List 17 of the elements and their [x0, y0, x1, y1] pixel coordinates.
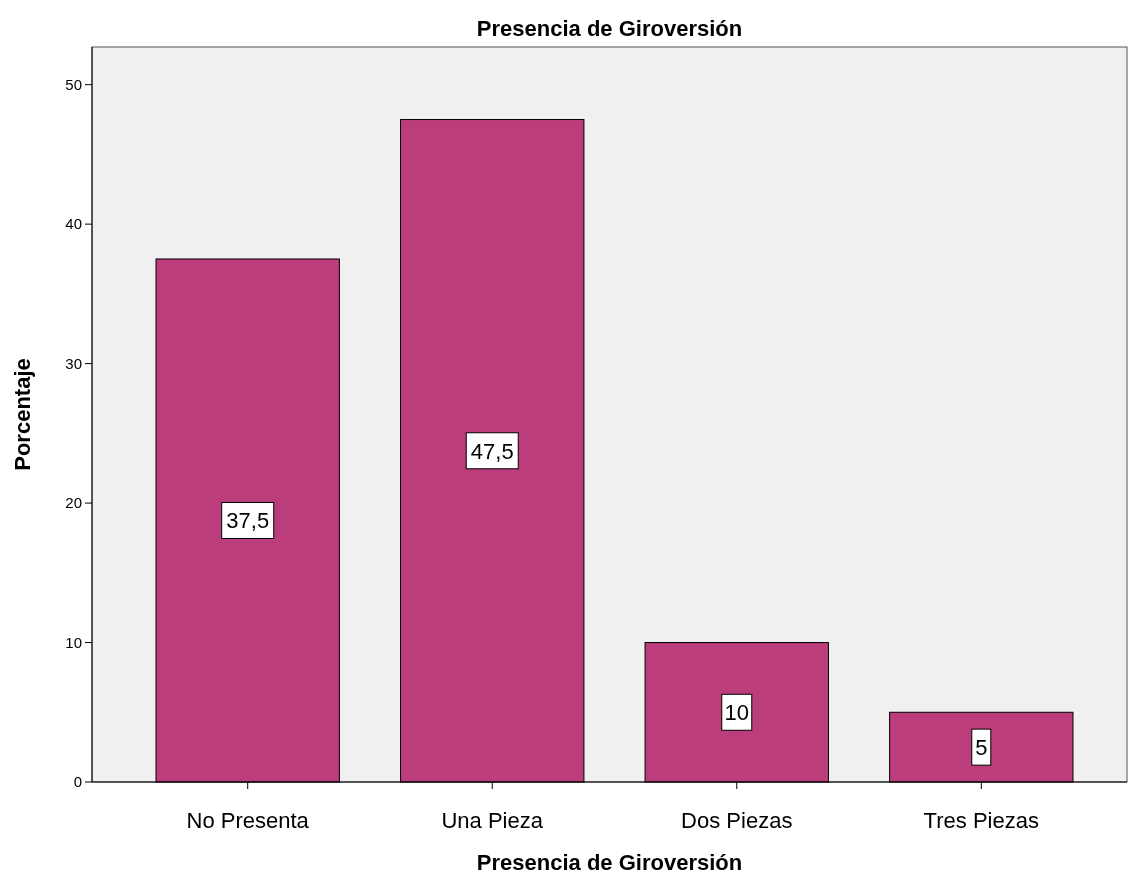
x-tick-label: Dos Piezas: [681, 808, 793, 833]
y-tick-label: 20: [65, 494, 82, 512]
x-tick-label: No Presenta: [186, 808, 310, 833]
x-tick-label: Una Pieza: [441, 808, 544, 833]
data-label: 37,5: [226, 508, 270, 534]
chart-title: Presencia de Giroversión: [476, 16, 743, 41]
y-tick-label: 0: [73, 773, 82, 790]
y-axis-title: Porcentaje: [10, 358, 35, 471]
y-tick-label: 40: [65, 215, 82, 233]
x-tick-label: Tres Piezas: [923, 808, 1039, 833]
y-tick-label: 30: [65, 354, 82, 372]
y-tick-label: 10: [65, 633, 82, 651]
data-label: 5: [975, 735, 988, 761]
data-label: 47,5: [470, 438, 514, 464]
data-label: 10: [724, 700, 749, 726]
x-axis-title: Presencia de Giroversión: [476, 850, 743, 875]
y-tick-label: 50: [65, 75, 82, 93]
